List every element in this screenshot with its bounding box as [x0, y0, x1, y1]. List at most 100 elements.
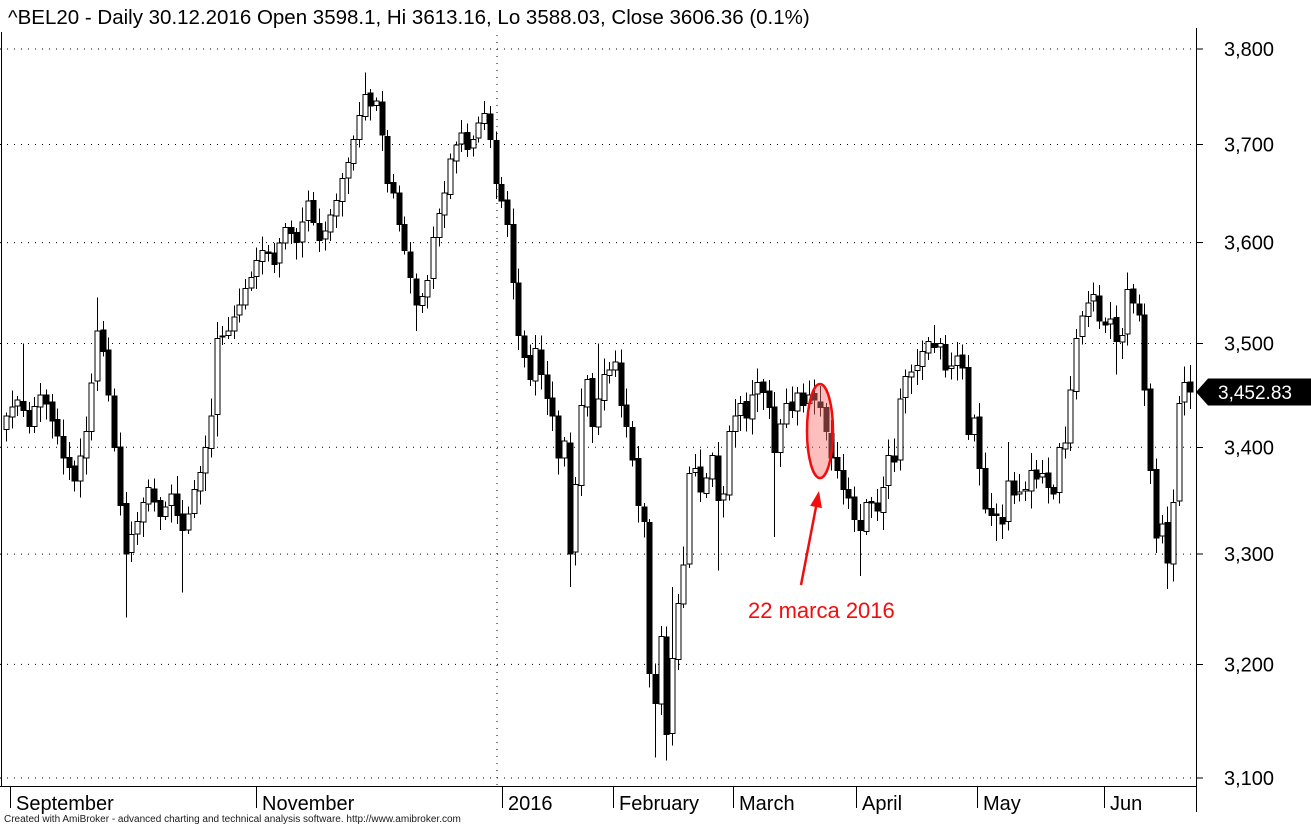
candle-up — [373, 100, 380, 107]
candle-up — [197, 471, 204, 492]
y-tick-label: 3,500 — [1224, 333, 1274, 355]
footer-credit: Created with AmiBroker - advanced charti… — [4, 814, 461, 825]
candle-up — [259, 250, 266, 262]
candle-down — [851, 496, 858, 521]
candle-down — [117, 446, 124, 507]
candle-down — [623, 404, 630, 427]
candle-up — [737, 402, 744, 417]
candle-down — [1033, 469, 1040, 480]
y-tick-label: 3,200 — [1224, 654, 1274, 676]
candle-up — [749, 394, 756, 420]
candle-down — [965, 367, 972, 436]
candle-up — [572, 483, 579, 553]
candle-up — [253, 259, 260, 278]
candle-down — [840, 470, 847, 491]
candle-down — [396, 192, 403, 226]
candle-down — [715, 455, 722, 501]
candle-up — [885, 455, 892, 486]
y-tick-label: 3,400 — [1224, 437, 1274, 459]
y-tick-label: 3,700 — [1224, 134, 1274, 156]
candle-up — [897, 398, 904, 461]
candle-up — [1159, 523, 1166, 537]
candle-up — [208, 415, 215, 450]
candle-down — [105, 349, 112, 396]
candle-down — [823, 406, 830, 432]
candle-up — [14, 399, 21, 407]
y-tick-label: 3,100 — [1224, 768, 1274, 790]
candle-up — [954, 355, 961, 367]
candle-down — [367, 92, 374, 107]
candle-up — [914, 364, 921, 372]
candle-up — [675, 602, 682, 661]
candle-up — [919, 351, 926, 368]
candle-down — [663, 636, 670, 735]
candle-up — [470, 139, 477, 149]
candle-down — [493, 140, 500, 184]
candle-up — [162, 506, 169, 517]
candle-down — [293, 232, 300, 244]
candle-down — [641, 506, 648, 523]
candle-up — [1124, 289, 1131, 335]
candle-up — [88, 382, 95, 433]
candle-down — [646, 522, 653, 674]
candle-up — [77, 455, 84, 482]
candle-down — [407, 251, 414, 279]
candle-up — [754, 382, 761, 395]
candle-up — [1170, 501, 1177, 565]
candle-up — [606, 369, 613, 376]
candle-up — [777, 423, 784, 454]
x-axis-ticks: September November 2016 February March April M… — [10, 786, 1142, 815]
candle-down — [993, 513, 1000, 516]
x-tick-label: February — [619, 793, 699, 815]
candle-up — [248, 277, 255, 289]
chart-title: ^BEL20 - Daily 30.12.2016 Open 3598.1, H… — [8, 6, 810, 29]
candle-up — [362, 94, 369, 117]
candle-down — [157, 499, 164, 517]
candle-up — [1085, 302, 1092, 317]
candle-down — [464, 131, 471, 150]
candle-down — [26, 410, 33, 427]
candle-up — [475, 122, 482, 139]
candle-up — [447, 158, 454, 195]
candle-down — [538, 349, 545, 375]
candle-down — [555, 415, 562, 459]
candle-up — [532, 348, 539, 382]
candle-up — [453, 144, 460, 162]
candle-up — [1107, 318, 1114, 325]
candle-down — [487, 113, 494, 141]
candle-down — [288, 226, 295, 234]
candle-up — [458, 132, 465, 145]
candle-up — [327, 214, 334, 233]
candle-up — [481, 113, 488, 124]
candle-up — [219, 335, 226, 338]
candle-up — [231, 316, 238, 332]
y-axis-ticks: 3,800 3,700 3,600 3,500 3,400 3,300 3,200 3,100 — [1196, 39, 1274, 790]
candle-up — [1016, 491, 1023, 495]
candle-up — [276, 242, 283, 264]
candle-down — [743, 401, 750, 419]
candle-down — [390, 181, 397, 194]
candle-down — [618, 362, 625, 406]
annotation-group: 22 marca 2016 — [748, 382, 895, 623]
candle-down — [151, 488, 158, 503]
candle-up — [1022, 489, 1029, 492]
candle-down — [1187, 381, 1194, 393]
candle-up — [140, 502, 147, 523]
candle-down — [401, 224, 408, 252]
x-tick-label: March — [739, 793, 795, 815]
y-tick-label: 3,300 — [1224, 544, 1274, 566]
candle-down — [766, 390, 773, 408]
candle-up — [971, 417, 978, 436]
candle-up — [299, 221, 306, 243]
candle-down — [179, 513, 186, 531]
candle-down — [265, 251, 272, 255]
candle-down — [999, 516, 1006, 525]
x-tick-label: 2016 — [508, 793, 553, 815]
candle-down — [515, 282, 522, 336]
candle-down — [959, 354, 966, 369]
annotation-arrowhead-icon — [810, 491, 822, 509]
candle-down — [527, 354, 534, 380]
candle-down — [874, 502, 881, 512]
